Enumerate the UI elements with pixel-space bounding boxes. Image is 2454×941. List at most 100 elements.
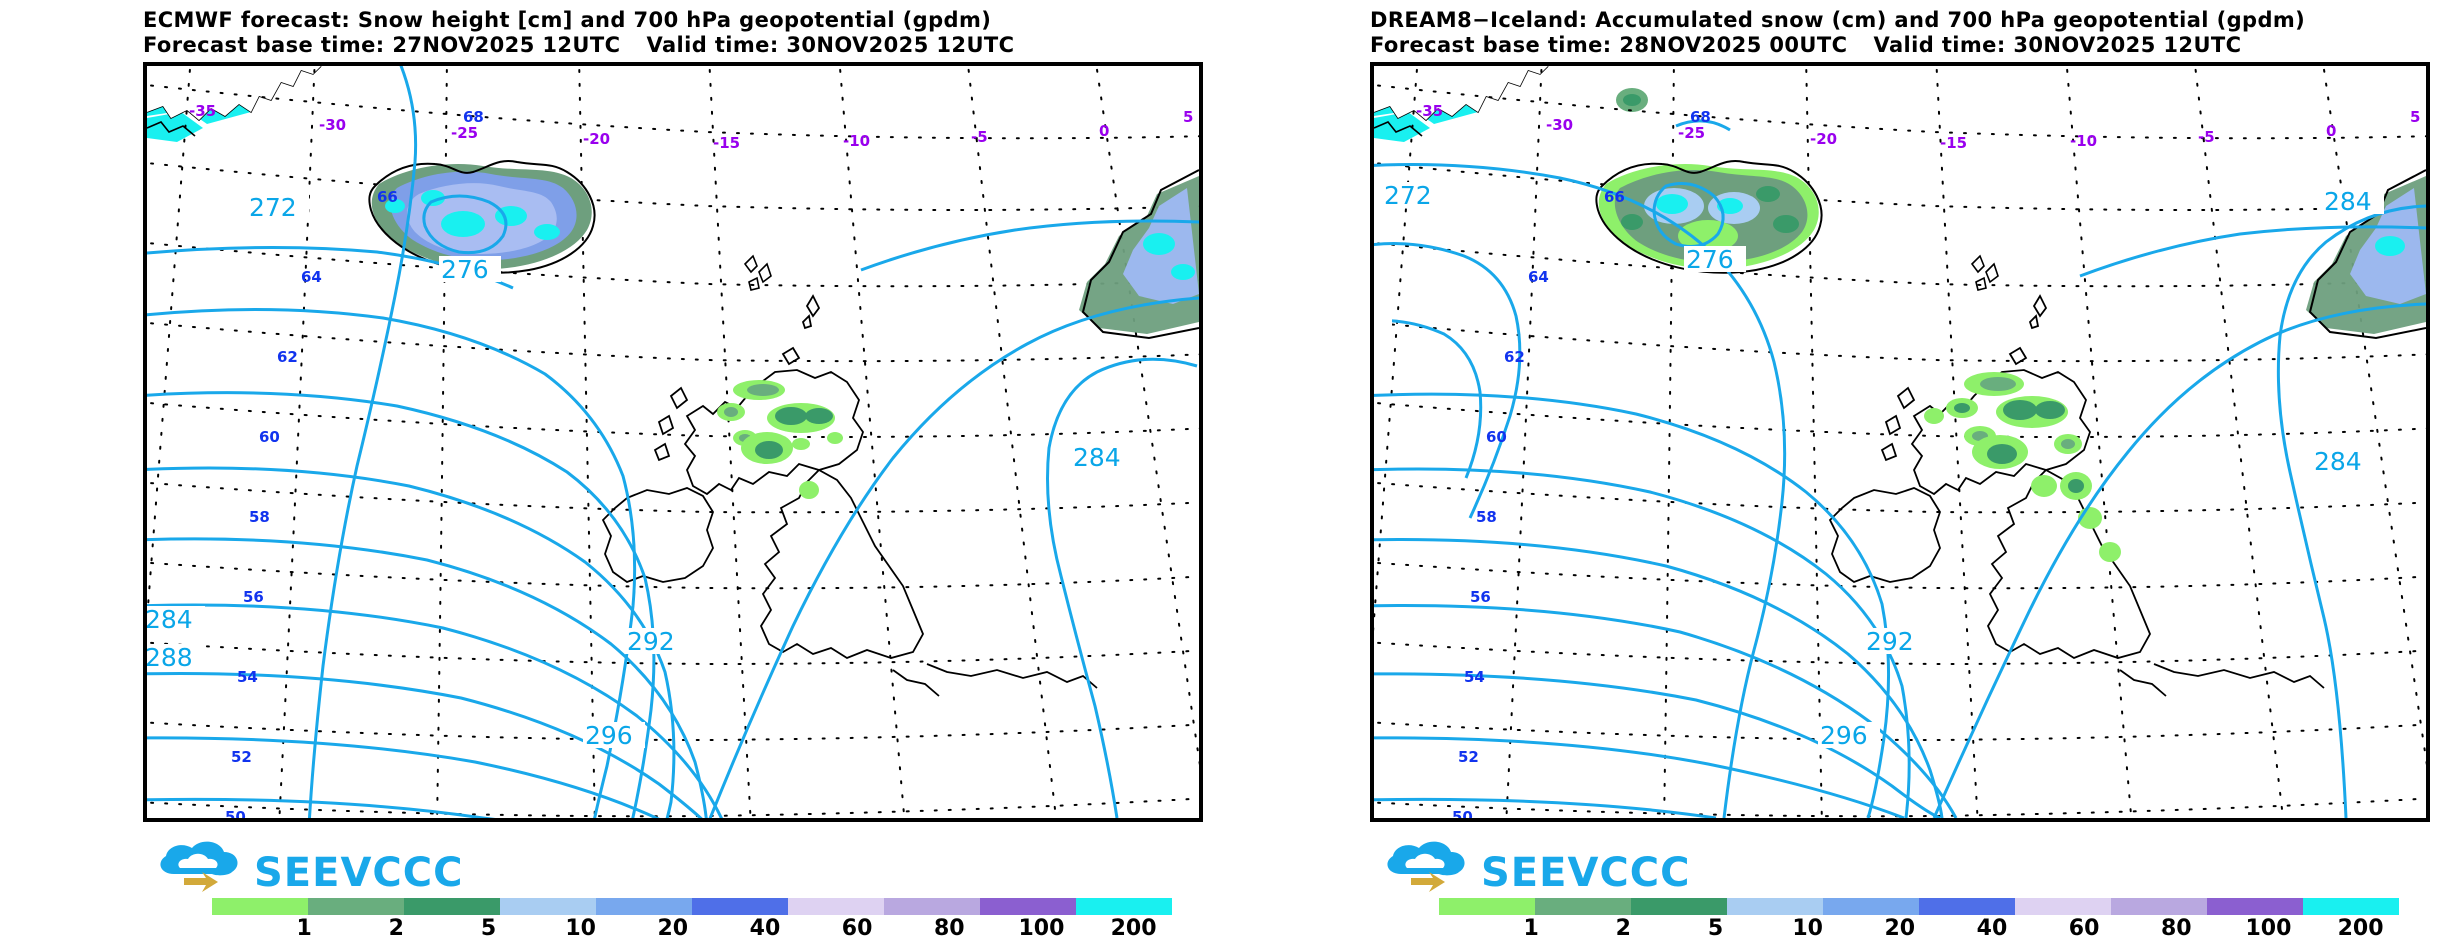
cloud-icon: [160, 841, 238, 876]
panel-title-line1-left: ECMWF forecast: Snow height [cm] and 700…: [143, 8, 992, 32]
seevccc-logo-left: SEEVCCC: [150, 838, 480, 900]
svg-text:276: 276: [441, 255, 489, 284]
colorbar-tick-label: 60: [841, 916, 873, 941]
svg-text:64: 64: [1528, 268, 1549, 286]
colorbar-swatch: [404, 898, 500, 915]
svg-text:284: 284: [2314, 447, 2362, 476]
map-canvas-left[interactable]: 272 276 284 284 288 292 29: [143, 62, 1203, 822]
geopotential-contours-left: [147, 66, 1199, 818]
colorbar-left: 1 2 5 10 20 40 60 80 100 200: [212, 898, 1172, 941]
forecast-base-time-right: Forecast base time: 28NOV2025 00UTC: [1370, 33, 1848, 57]
svg-text:56: 56: [1470, 588, 1491, 606]
offshore-snow-blob-right: [1616, 88, 1648, 112]
colorbar-swatch: [980, 898, 1076, 915]
svg-text:50: 50: [1452, 808, 1473, 818]
svg-text:5: 5: [2410, 108, 2420, 126]
colorbar-ticks-right: 1 2 5 10 20 40 60 80 100 200: [1439, 915, 2399, 941]
panel-title-line2-right: Forecast base time: 28NOV2025 00UTC Valid…: [1370, 33, 2440, 58]
colorbar-tick-label: 200: [1110, 916, 1157, 941]
latitude-labels-left: 68 66 64 62 60 58 56 54 52 50: [225, 108, 484, 818]
map-inner-right: 272 8 4 276 284 284 292: [1374, 66, 2426, 818]
colorbar-swatch: [1919, 898, 2015, 915]
svg-text:54: 54: [1464, 668, 1485, 686]
iceland-snow-shading-left: [371, 164, 592, 270]
colorbar-tick-label: 20: [1884, 916, 1916, 941]
svg-text:56: 56: [243, 588, 264, 606]
svg-text:-35: -35: [189, 102, 216, 120]
svg-text:284: 284: [1073, 443, 1121, 472]
geopotential-contour-labels-left: 272 276 284 284 288 292 29: [147, 193, 1133, 750]
colorbar-swatch: [692, 898, 788, 915]
snow-shading-britain-left: [717, 380, 843, 499]
colorbar-tick-label: 100: [2245, 916, 2292, 941]
colorbar-tick-label: 100: [1018, 916, 1065, 941]
seevccc-logo-right: SEEVCCC: [1377, 838, 1707, 900]
svg-text:272: 272: [249, 193, 297, 222]
iceland-coastline-right: [1595, 160, 1823, 274]
colorbar-swatch: [500, 898, 596, 915]
svg-text:-10: -10: [843, 132, 870, 150]
colorbar-tick-label: 1: [296, 916, 312, 941]
svg-text:66: 66: [377, 188, 398, 206]
map-canvas-right[interactable]: 272 8 4 276 284 284 292: [1370, 62, 2430, 822]
arrow-icon: [1411, 872, 1445, 892]
colorbar-swatch: [884, 898, 980, 915]
colorbar-tick-label: 5: [1707, 916, 1724, 941]
svg-text:-20: -20: [1810, 130, 1837, 148]
svg-text:-30: -30: [1546, 116, 1573, 134]
svg-text:-25: -25: [451, 124, 478, 142]
svg-text:276: 276: [1686, 245, 1734, 274]
longitude-labels-left: -35 -30 -25 -20 -15 -10 -5 0 5: [189, 102, 1193, 152]
svg-text:284: 284: [2324, 187, 2372, 216]
panel-title-block-left: ECMWF forecast: Snow height [cm] and 700…: [143, 8, 1213, 58]
colorbar-tick-label: 80: [2160, 916, 2192, 941]
colorbar-swatches-left: [212, 898, 1172, 915]
svg-text:58: 58: [249, 508, 270, 526]
svg-text:-20: -20: [583, 130, 610, 148]
svg-text:5: 5: [1183, 108, 1193, 126]
longitude-labels-right: -35 -30 -25 -20 -15 -10 -5 0 5: [1416, 102, 2420, 152]
colorbar-swatches-right: [1439, 898, 2399, 915]
colorbar-swatch: [2303, 898, 2399, 915]
geopotential-contour-labels-right: 272 8 4 276 284 284 292: [1374, 181, 2384, 750]
greenland-landmass-right: [1374, 66, 1548, 120]
svg-text:66: 66: [1604, 188, 1625, 206]
svg-text:292: 292: [627, 627, 675, 656]
colorbar-tick-label: 40: [1976, 916, 2008, 941]
forecast-panel-dream8: DREAM8−Iceland: Accumulated snow (cm) an…: [1227, 0, 2454, 941]
colorbar-swatch: [1823, 898, 1919, 915]
snow-shading-britain-right: [1924, 372, 2121, 562]
svg-text:-5: -5: [2198, 128, 2215, 146]
svg-text:-25: -25: [1678, 124, 1705, 142]
colorbar-right: 1 2 5 10 20 40 60 80 100 200: [1439, 898, 2399, 941]
iceland-coastline-left: [368, 160, 596, 274]
forecast-base-time-left: Forecast base time: 27NOV2025 12UTC: [143, 33, 621, 57]
svg-text:-15: -15: [1940, 134, 1967, 152]
svg-text:68: 68: [463, 108, 484, 126]
seevccc-logo-text-right: SEEVCCC: [1481, 850, 1690, 896]
svg-text:58: 58: [1476, 508, 1497, 526]
colorbar-swatch: [1631, 898, 1727, 915]
colorbar-swatch: [2015, 898, 2111, 915]
colorbar-tick-label: 80: [933, 916, 965, 941]
svg-text:0: 0: [1099, 122, 1109, 140]
colorbar-ticks-left: 1 2 5 10 20 40 60 80 100 200: [212, 915, 1172, 941]
seevccc-logo-text-left: SEEVCCC: [254, 850, 463, 896]
colorbar-tick-label: 60: [2068, 916, 2100, 941]
british-isles-coastline-right: [1828, 294, 2325, 697]
colorbar-swatch: [212, 898, 308, 915]
british-isles-coastline-left: [601, 294, 1098, 697]
colorbar-tick-label: 2: [388, 916, 404, 941]
colorbar-tick-label: 200: [2337, 916, 2384, 941]
iceland-snow-shading-right: [1598, 164, 1819, 270]
svg-text:62: 62: [1504, 348, 1525, 366]
colorbar-swatch: [788, 898, 884, 915]
norway-coastline-left: [1079, 169, 1199, 340]
colorbar-tick-label: 10: [1792, 916, 1823, 941]
svg-text:52: 52: [1458, 748, 1479, 766]
svg-text:0: 0: [2326, 122, 2336, 140]
panel-title-block-right: DREAM8−Iceland: Accumulated snow (cm) an…: [1370, 8, 2440, 58]
colorbar-swatch: [596, 898, 692, 915]
svg-text:62: 62: [277, 348, 298, 366]
